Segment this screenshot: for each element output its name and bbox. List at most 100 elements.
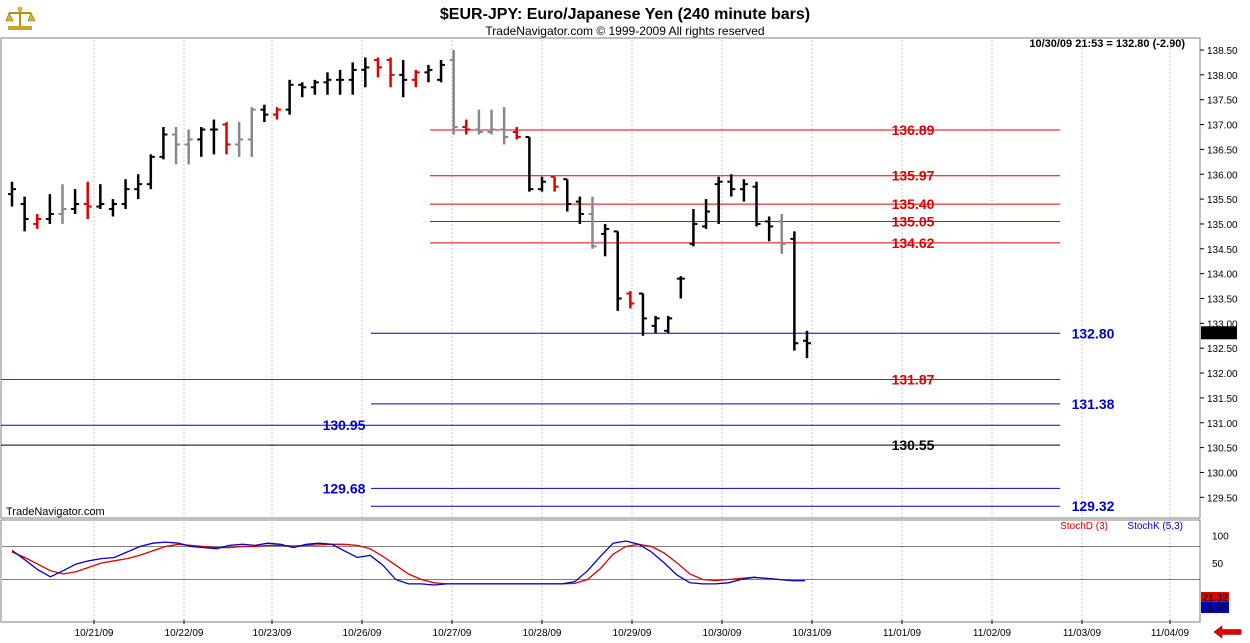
ohlc-bar — [45, 194, 54, 224]
y-tick-label: 133.50 — [1207, 295, 1238, 306]
ohlc-bar — [790, 231, 799, 351]
level-label-131.38: 131.38 — [1072, 396, 1115, 412]
level-label-130.55: 130.55 — [892, 437, 935, 453]
ohlc-bar — [411, 69, 420, 88]
ohlc-bar — [437, 59, 446, 83]
ohlc-bar — [702, 199, 711, 229]
ohlc-bar — [146, 154, 155, 190]
level-label-134.62: 134.62 — [892, 235, 935, 251]
ohlc-bar — [121, 179, 130, 210]
ohlc-bar — [235, 122, 244, 157]
y-tick-label: 138.50 — [1207, 46, 1238, 57]
grid-lines — [93, 40, 1171, 620]
last-price-box — [1201, 326, 1237, 340]
price-readout: 10/30/09 21:53 = 132.80 (-2.90) — [1029, 38, 1185, 50]
stoch-series-k — [11, 540, 805, 586]
price-panel — [0, 37, 1201, 519]
y-tick-label: 135.50 — [1207, 195, 1238, 206]
ohlc-bar — [285, 79, 294, 115]
ohlc-bars — [8, 50, 811, 359]
ohlc-bar — [260, 104, 269, 123]
ohlc-bar — [273, 107, 281, 120]
ohlc-bar — [739, 179, 748, 202]
ohlc-bar — [487, 109, 496, 135]
x-tick-label: 11/03/09 — [1063, 628, 1102, 639]
y-tick-label: 134.00 — [1207, 270, 1238, 281]
level-label-135.40: 135.40 — [892, 196, 935, 212]
ohlc-bar — [500, 107, 509, 145]
ohlc-bar — [563, 178, 572, 212]
legend-stochd: StochD (3) — [1060, 521, 1108, 532]
price-axis: 129.50 130.00 130.50 131.00 131.50 132.00 132.… — [1200, 46, 1238, 504]
date-axis: 10/21/09 10/22/09 10/23/09 10/26/09 10/27/09… — [75, 620, 1190, 639]
ohlc-bar — [247, 107, 256, 157]
ohlc-bar — [626, 291, 635, 309]
ohlc-bar — [348, 62, 357, 95]
ohlc-bar — [474, 109, 483, 135]
ohlc-bar — [20, 196, 29, 232]
ohlc-bar — [525, 135, 534, 192]
level-label-135.05: 135.05 — [892, 213, 935, 229]
x-tick-label: 10/28/09 — [523, 628, 562, 639]
y-tick-label: 136.50 — [1207, 145, 1238, 156]
x-tick-label: 10/27/09 — [433, 628, 472, 639]
level-label-131.87: 131.87 — [892, 372, 935, 388]
y-tick-label: 132.00 — [1207, 369, 1238, 380]
ohlc-bar — [83, 181, 92, 219]
legend-stochk: StochK (5,3) — [1127, 521, 1183, 532]
level-label-136.89: 136.89 — [892, 122, 935, 138]
y-tick-label: 135.00 — [1207, 220, 1238, 231]
ohlc-bar — [197, 127, 206, 157]
ohlc-bar — [601, 223, 610, 257]
ohlc-bar — [209, 119, 218, 155]
x-tick-label: 10/29/09 — [613, 628, 652, 639]
ohlc-bar — [323, 72, 332, 95]
ohlc-bar — [58, 184, 67, 224]
y-tick-label: 137.00 — [1207, 121, 1238, 132]
x-tick-label: 10/31/09 — [793, 628, 832, 639]
ohlc-bar — [588, 196, 597, 249]
ohlc-bar — [449, 50, 458, 135]
x-tick-label: 10/22/09 — [165, 628, 204, 639]
level-label-132.80: 132.80 — [1072, 325, 1115, 341]
x-tick-label: 11/01/09 — [883, 628, 922, 639]
y-tick-label: 134.50 — [1207, 245, 1238, 256]
stoch-last-value-label: 21.32 — [1202, 593, 1227, 604]
ohlc-bar — [638, 292, 647, 336]
ohlc-bar — [184, 129, 193, 165]
ohlc-bar — [714, 176, 723, 224]
ohlc-bar — [664, 315, 673, 334]
ohlc-bar — [512, 127, 521, 140]
y-tick-label: 129.50 — [1207, 493, 1238, 504]
ohlc-bar — [298, 82, 307, 98]
ohlc-bar — [550, 175, 559, 192]
x-tick-label: 10/23/09 — [253, 628, 292, 639]
ohlc-bar — [803, 330, 811, 359]
ohlc-bar — [159, 127, 168, 160]
x-tick-label: 10/26/09 — [343, 628, 382, 639]
level-label-130.95: 130.95 — [323, 417, 366, 433]
stochastic-panel — [0, 519, 1201, 623]
scroll-left-button[interactable] — [1213, 625, 1242, 639]
stoch-last-value-box — [1201, 592, 1229, 603]
ohlc-bar — [336, 69, 345, 95]
ohlc-bar — [424, 64, 433, 83]
ohlc-bar — [96, 184, 105, 210]
ohlc-bar — [777, 214, 786, 254]
ohlc-bar — [361, 57, 370, 88]
y-tick-label: 136.00 — [1207, 170, 1238, 181]
level-label-129.68: 129.68 — [323, 480, 366, 496]
ohlc-bar — [752, 181, 761, 227]
last-price-label: 132.80 — [1204, 329, 1235, 340]
ohlc-bar — [71, 189, 80, 215]
ohlc-bar — [33, 214, 42, 229]
ohlc-bar — [575, 196, 584, 224]
stoch-last-value-label: 11.55 — [1203, 603, 1228, 614]
x-tick-label: 10/21/09 — [75, 628, 114, 639]
stoch-series-d — [11, 543, 805, 585]
ohlc-bar — [172, 127, 181, 165]
watermark: TradeNavigator.com — [6, 506, 105, 518]
ohlc-bar — [8, 181, 16, 207]
